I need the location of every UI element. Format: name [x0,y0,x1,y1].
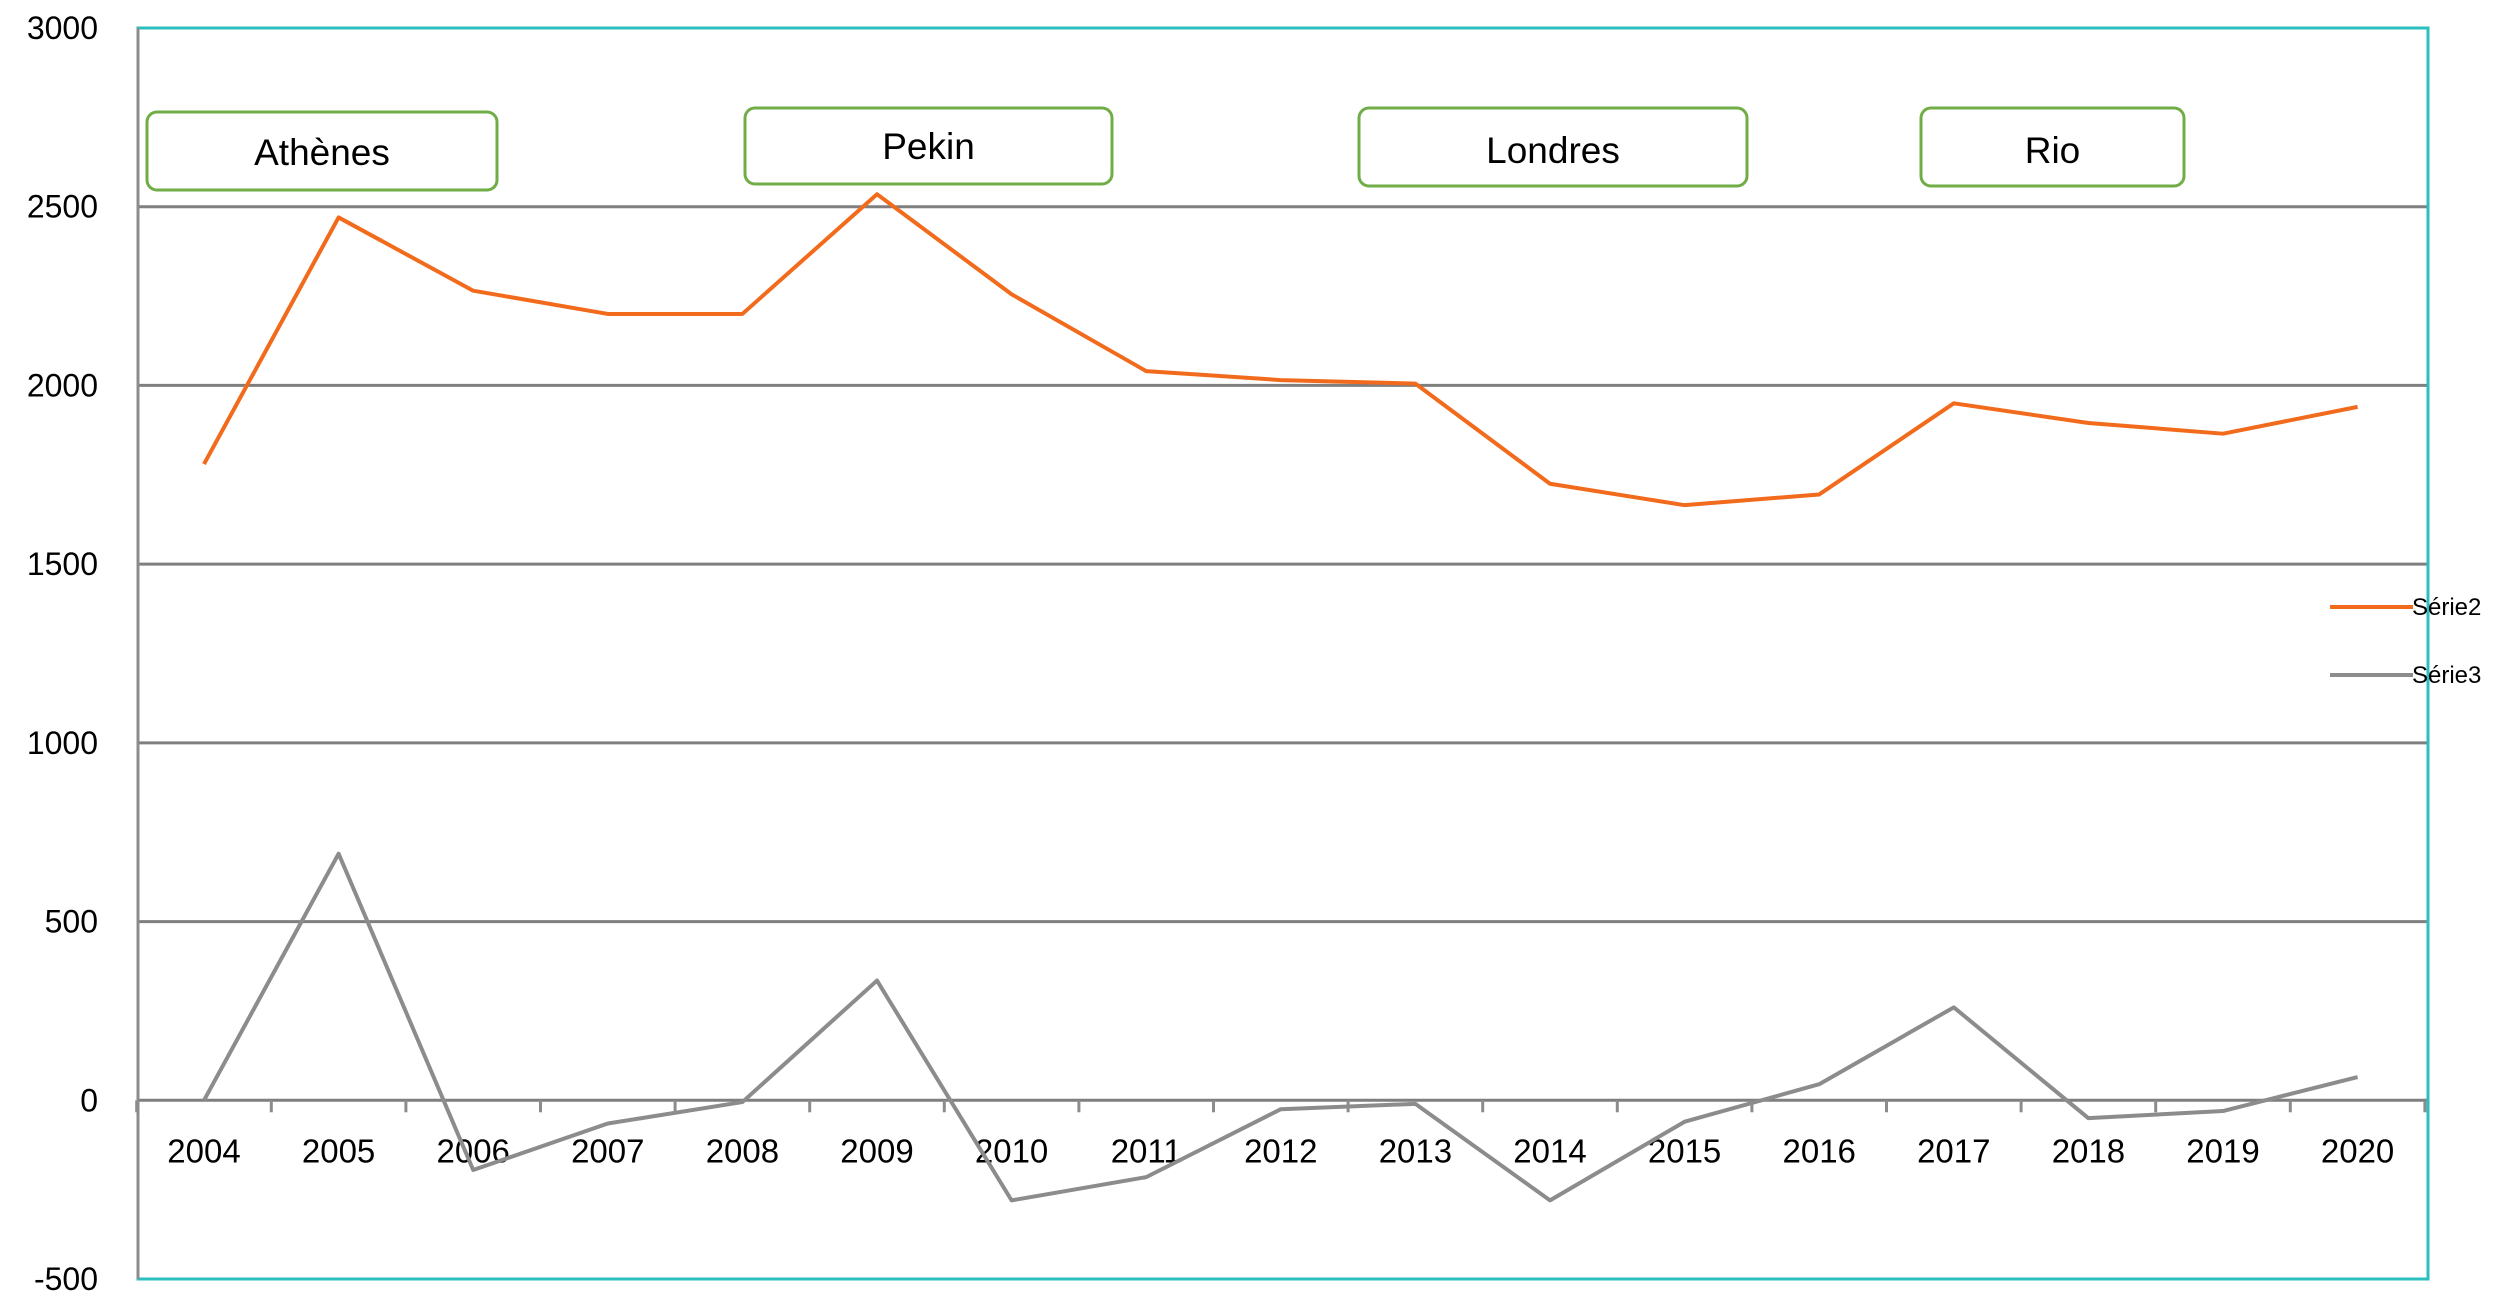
x-tick-label: 2014 [1513,1132,1586,1169]
x-tick-label: 2007 [571,1132,644,1169]
y-tick-label: 3000 [27,10,98,46]
x-tick-label: 2016 [1782,1132,1855,1169]
series-lines [202,192,2359,1203]
y-tick-label: 500 [45,904,98,940]
x-tick-label: 2004 [167,1132,240,1169]
y-tick-label: -500 [34,1261,98,1297]
y-tick-label: 1500 [27,546,98,582]
annotation-label: Athènes [254,132,390,173]
annotation-box [1919,106,2186,188]
x-tick-label: 2008 [706,1132,779,1169]
annotation-label: Pekin [882,126,975,167]
plot-area-border [136,26,2430,1281]
plot-frame [136,26,2430,1281]
annotation-box [1357,106,1749,188]
x-tick-label: 2012 [1244,1132,1317,1169]
x-tick-label: 2015 [1648,1132,1721,1169]
x-tick-label: 2019 [2186,1132,2259,1169]
legend: Série2 Série3 [2330,594,2481,689]
annotation-label: Londres [1486,130,1620,171]
y-tick-label: 0 [80,1082,98,1118]
annotation-box [145,110,499,192]
series-line-s-rie3 [202,851,2359,1203]
y-tick-label: 2500 [27,189,98,225]
x-axis-ticks: 2004 2005 2006 2007 2008 2009 2010 2011 2012 2013… [135,1100,2427,1169]
x-tick-label: 2005 [302,1132,375,1169]
x-tick-label: 2013 [1379,1132,1452,1169]
x-tick-label: 2018 [2052,1132,2125,1169]
gridlines [138,205,2428,1102]
series-line-s-rie2 [202,192,2358,508]
legend-label: Série3 [2412,662,2481,689]
annotation-label: Rio [2025,130,2081,171]
x-tick-label: 2020 [2321,1132,2394,1169]
y-axis-ticks: -500 0 500 1000 1500 2000 2500 3000 [27,10,98,1297]
y-tick-label: 1000 [27,725,98,761]
x-tick-label: 2010 [975,1132,1048,1169]
x-tick-label: 2006 [436,1132,509,1169]
x-tick-label: 2017 [1917,1132,1990,1169]
legend-label: Série2 [2412,594,2481,621]
y-tick-label: 2000 [27,367,98,403]
annotations: Athènes Pekin Londres Rio [145,106,2186,192]
x-tick-label: 2009 [840,1132,913,1169]
annotation-box [743,106,1114,186]
